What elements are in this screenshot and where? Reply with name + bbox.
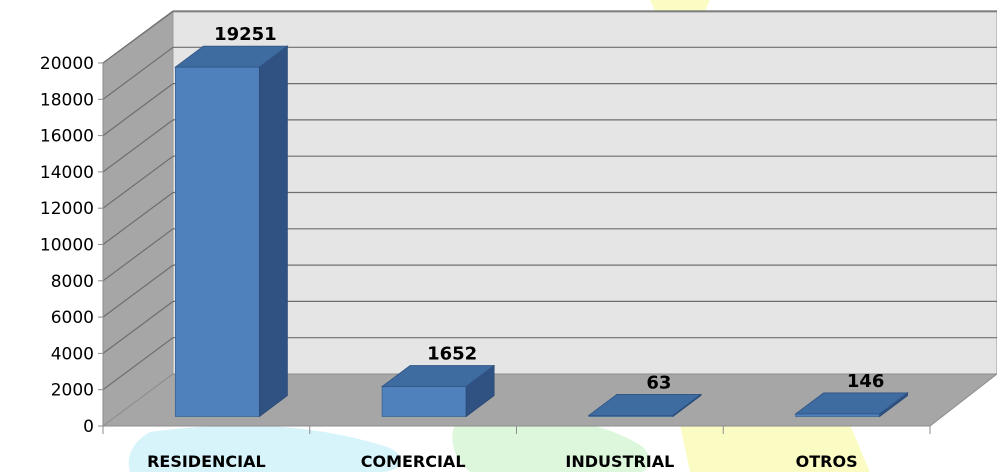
category-label: COMERCIAL: [361, 452, 466, 471]
y-tick-label: 20000: [40, 54, 94, 74]
value-axis-ticks: 0 2000 4000 6000 8000 10000 12000 14000 16000 180…: [40, 54, 103, 437]
watermark-cyan: [128, 425, 401, 472]
y-tick-label: 2000: [51, 381, 94, 401]
data-label: 146: [847, 371, 885, 392]
bar-top-face: [587, 393, 703, 416]
gridline-side: [102, 119, 174, 173]
y-tick-label: 8000: [51, 272, 94, 292]
y-tick-label: 6000: [51, 308, 94, 328]
watermark-yellow-bottom: [680, 425, 870, 472]
data-labels: 19251 1652 63 146: [214, 24, 884, 393]
data-label: 19251: [214, 24, 277, 45]
bars: [174, 45, 909, 418]
gridline-side: [102, 228, 174, 282]
watermark: [128, 0, 870, 472]
bar-industrial: [587, 393, 703, 418]
gridline-side: [102, 192, 174, 245]
watermark-green: [452, 415, 650, 472]
gridline-side: [102, 337, 174, 391]
data-label: 63: [646, 372, 671, 393]
bar-top-face: [794, 392, 909, 415]
category-axis-ticks: [102, 426, 931, 434]
gridlines: [102, 10, 997, 391]
y-tick-label: 16000: [40, 127, 94, 147]
category-label: INDUSTRIAL: [565, 452, 674, 471]
data-label: 1652: [427, 344, 477, 365]
category-label: OTROS: [796, 452, 858, 471]
y-tick-label: 4000: [51, 344, 94, 364]
bar-top-face: [380, 365, 496, 387]
bar-top-face: [174, 45, 289, 68]
bar-comercial: [380, 364, 496, 418]
gridline-side: [102, 155, 174, 209]
gridline-side: [102, 264, 174, 318]
gridline-side: [102, 300, 174, 354]
bar-residencial: [174, 45, 289, 418]
category-labels: RESIDENCIAL COMERCIAL INDUSTRIAL OTROS: [147, 452, 858, 471]
category-label: RESIDENCIAL: [147, 452, 266, 471]
y-tick-label: 14000: [40, 163, 94, 183]
gridline-side: [102, 46, 174, 100]
y-tick-label: 12000: [40, 199, 94, 219]
gridline-side: [102, 10, 174, 64]
gridline-side: [102, 83, 174, 137]
bar-otros: [794, 392, 909, 418]
bar-front-face: [174, 66, 260, 417]
y-tick-label: 0: [83, 417, 94, 437]
bar-side-face: [258, 45, 288, 418]
bar-front-face: [381, 386, 467, 417]
y-tick-label: 10000: [40, 236, 94, 256]
y-tick-label: 18000: [40, 90, 94, 110]
